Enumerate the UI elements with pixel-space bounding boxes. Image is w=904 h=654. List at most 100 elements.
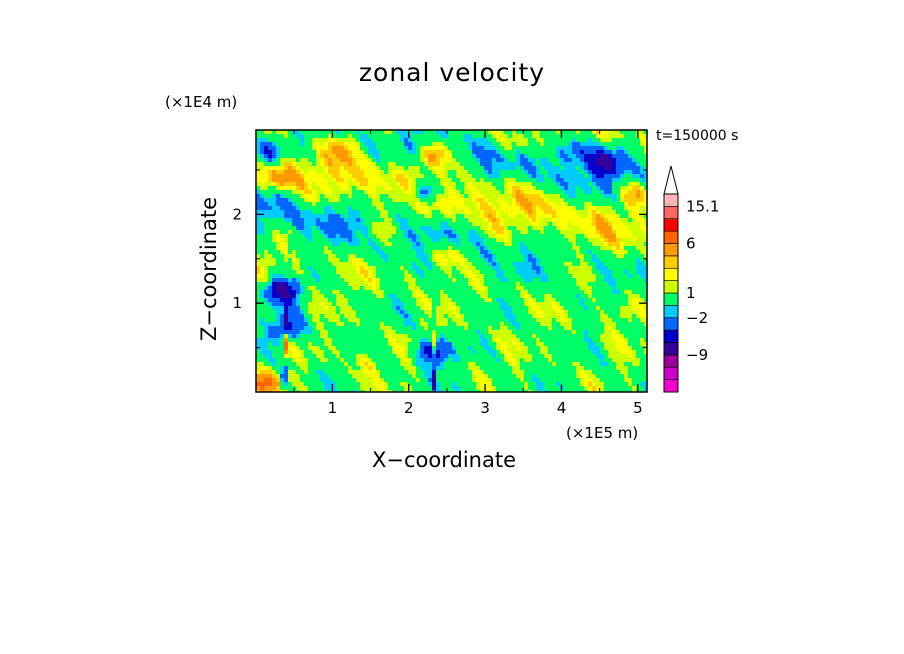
field-cell <box>628 294 632 298</box>
field-cell <box>400 282 404 286</box>
field-cell <box>284 234 288 238</box>
field-cell <box>588 158 592 162</box>
field-cell <box>284 262 288 266</box>
field-cell <box>468 170 472 174</box>
field-cell <box>476 310 480 314</box>
field-cell <box>636 322 640 326</box>
field-cell <box>580 138 584 142</box>
field-cell <box>632 138 636 142</box>
field-cell <box>464 246 468 250</box>
field-cell <box>276 158 280 162</box>
field-cell <box>380 326 384 330</box>
field-cell <box>572 306 576 310</box>
field-cell <box>488 134 492 138</box>
field-cell <box>592 130 596 134</box>
field-cell <box>584 182 588 186</box>
field-cell <box>336 190 340 194</box>
field-cell <box>592 158 596 162</box>
field-cell <box>460 226 464 230</box>
field-cell <box>592 178 596 182</box>
field-cell <box>396 294 400 298</box>
field-cell <box>472 306 476 310</box>
field-cell <box>588 154 592 158</box>
field-cell <box>436 290 440 294</box>
field-cell <box>400 154 404 158</box>
field-cell <box>464 158 468 162</box>
field-cell <box>336 330 340 334</box>
field-cell <box>312 210 316 214</box>
field-cell <box>272 194 276 198</box>
field-cell <box>640 290 644 294</box>
field-cell <box>620 130 624 134</box>
field-cell <box>352 258 356 262</box>
field-cell <box>332 186 336 190</box>
field-cell <box>532 178 536 182</box>
field-cell <box>512 290 516 294</box>
field-cell <box>408 142 412 146</box>
field-cell <box>480 198 484 202</box>
field-cell <box>440 190 444 194</box>
field-cell <box>372 290 376 294</box>
field-cell <box>372 238 376 242</box>
field-cell <box>400 234 404 238</box>
field-cell <box>292 178 296 182</box>
field-cell <box>412 246 416 250</box>
field-cell <box>628 246 632 250</box>
field-cell <box>380 270 384 274</box>
field-cell <box>644 242 647 246</box>
field-cell <box>464 250 468 254</box>
field-cell <box>584 278 588 282</box>
field-cell <box>580 170 584 174</box>
field-cell <box>268 142 272 146</box>
field-cell <box>276 302 280 306</box>
field-cell <box>272 278 276 282</box>
field-cell <box>532 138 536 142</box>
field-cell <box>464 146 468 150</box>
field-cell <box>448 178 452 182</box>
field-cell <box>484 330 488 334</box>
field-cell <box>460 206 464 210</box>
field-cell <box>624 214 628 218</box>
field-cell <box>580 190 584 194</box>
field-cell <box>344 134 348 138</box>
field-cell <box>408 318 412 322</box>
field-cell <box>288 210 292 214</box>
field-cell <box>340 298 344 302</box>
field-cell <box>532 286 536 290</box>
field-cell <box>344 310 348 314</box>
field-cell <box>340 310 344 314</box>
field-cell <box>360 162 364 166</box>
field-cell <box>440 166 444 170</box>
field-cell <box>332 130 336 134</box>
field-cell <box>524 202 528 206</box>
field-cell <box>432 302 436 306</box>
field-cell <box>268 150 272 154</box>
field-cell <box>552 282 556 286</box>
field-cell <box>496 154 500 158</box>
field-cell <box>464 238 468 242</box>
field-cell <box>428 170 432 174</box>
field-cell <box>412 186 416 190</box>
field-cell <box>412 202 416 206</box>
field-cell <box>428 286 432 290</box>
field-cell <box>572 170 576 174</box>
field-cell <box>508 174 512 178</box>
field-cell <box>512 306 516 310</box>
field-cell <box>604 278 608 282</box>
field-cell <box>628 286 632 290</box>
field-cell <box>632 322 636 326</box>
field-cell <box>276 170 280 174</box>
field-cell <box>288 138 292 142</box>
field-cell <box>320 214 324 218</box>
field-cell <box>336 186 340 190</box>
field-cell <box>372 162 376 166</box>
field-cell <box>480 202 484 206</box>
field-cell <box>352 282 356 286</box>
field-cell <box>384 318 388 322</box>
field-cell <box>312 294 316 298</box>
field-cell <box>264 202 268 206</box>
field-cell <box>308 214 312 218</box>
field-cell <box>292 214 296 218</box>
field-cell <box>544 154 548 158</box>
field-cell <box>412 242 416 246</box>
